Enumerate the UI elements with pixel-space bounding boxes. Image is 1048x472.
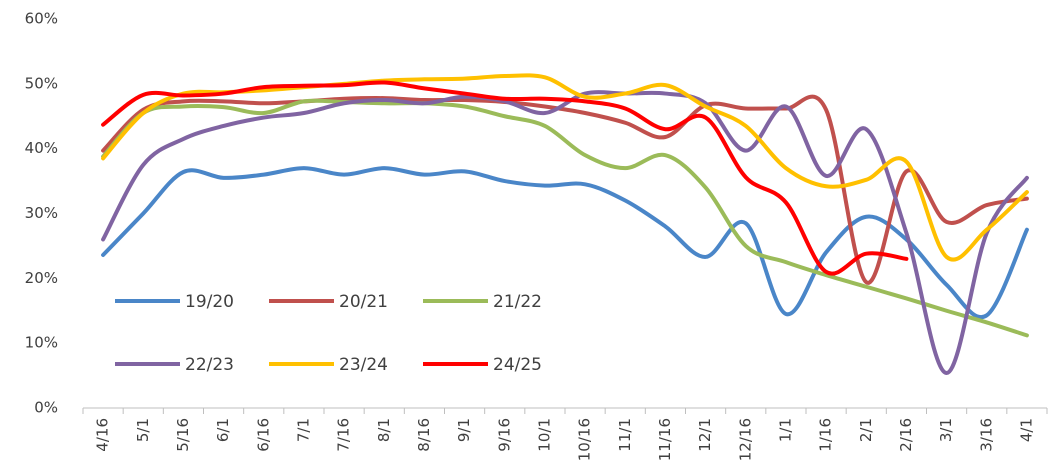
x-tick-label: 12/1: [696, 418, 714, 452]
y-tick-label: 40%: [25, 139, 58, 157]
x-tick-label: 2/16: [897, 418, 915, 452]
x-tick-label: 6/16: [254, 418, 272, 452]
x-tick-label: 3/16: [977, 418, 995, 452]
x-tick-label: 11/16: [656, 418, 674, 461]
x-tick-label: 1/16: [817, 418, 835, 452]
y-tick-label: 10%: [25, 334, 58, 352]
legend-label: 24/25: [493, 355, 542, 375]
x-tick-label: 5/1: [134, 418, 152, 442]
series-line: [101, 90, 1029, 375]
x-tick-label: 12/16: [736, 418, 754, 461]
x-tick-label: 11/1: [616, 418, 634, 452]
x-tick-label: 4/16: [94, 418, 112, 452]
x-tick-label: 6/1: [214, 418, 232, 442]
y-tick-label: 50%: [25, 74, 58, 92]
series-line: [101, 94, 1029, 285]
x-tick-label: 3/1: [937, 418, 955, 442]
x-tick-label: 7/1: [294, 418, 312, 442]
series-line: [101, 166, 1029, 320]
legend-label: 20/21: [339, 292, 388, 312]
legend-label: 22/23: [185, 355, 234, 375]
x-tick-label: 10/16: [576, 418, 594, 461]
y-tick-label: 0%: [34, 399, 58, 417]
legend-label: 23/24: [339, 355, 388, 375]
y-tick-label: 30%: [25, 204, 58, 222]
x-tick-label: 9/16: [495, 418, 513, 452]
legend-label: 19/20: [185, 292, 234, 312]
x-tick-label: 7/16: [335, 418, 353, 452]
x-tick-label: 4/1: [1017, 418, 1035, 442]
x-tick-label: 1/1: [776, 418, 794, 442]
x-tick-label: 2/1: [857, 418, 875, 442]
x-tick-label: 10/1: [535, 418, 553, 452]
y-tick-label: 60%: [25, 10, 58, 28]
x-tick-label: 5/16: [174, 418, 192, 452]
legend-label: 21/22: [493, 292, 542, 312]
series-line: [101, 73, 1029, 262]
series-line: [101, 80, 909, 276]
y-tick-label: 20%: [25, 269, 58, 287]
series-line: [101, 98, 1029, 338]
x-tick-label: 8/16: [415, 418, 433, 452]
x-tick-label: 9/1: [455, 418, 473, 442]
x-tick-label: 8/1: [375, 418, 393, 442]
